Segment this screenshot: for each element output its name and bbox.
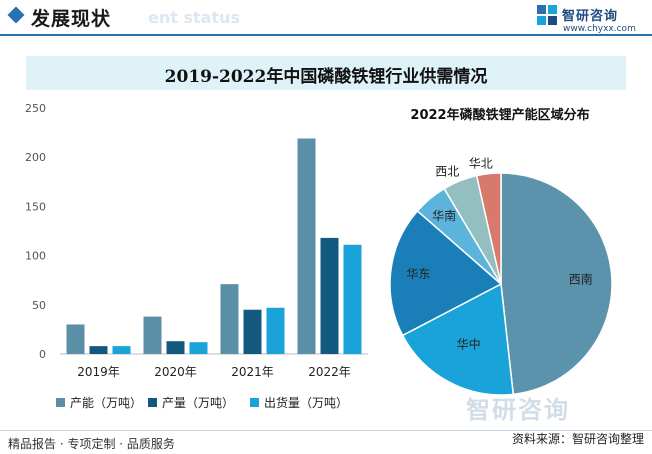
legend-label: 产量（万吨） <box>162 396 234 410</box>
page-footer: 精品报告 · 专项定制 · 品质服务 资料来源：智研咨询整理 <box>0 430 652 454</box>
bar-2-3 <box>243 309 262 354</box>
y-tick-label: 200 <box>25 151 46 164</box>
legend-swatch <box>148 398 157 407</box>
brand-name: 智研咨询 <box>562 9 619 24</box>
pie-slice-1 <box>500 172 613 396</box>
footer-slogan: 精品报告 · 专项定制 · 品质服务 <box>8 437 175 451</box>
legend-label: 出货量（万吨） <box>264 395 348 410</box>
x-tick-label: 2022年 <box>308 365 351 379</box>
bar-3-3 <box>266 307 285 354</box>
bar-2-1 <box>89 346 108 354</box>
bar-2-4 <box>320 237 339 354</box>
brand-logo: 智研咨询 www.chyxx.com <box>536 4 646 38</box>
bar-3-4 <box>343 244 362 354</box>
pie-slice-6 <box>475 172 502 285</box>
y-tick-label: 50 <box>32 299 46 312</box>
header-ghost-text: ent status <box>148 8 240 27</box>
legend-label: 产能（万吨） <box>70 396 142 410</box>
page-title: 发展现状 <box>31 8 112 30</box>
footer-source: 资料来源：智研咨询整理 <box>511 432 644 446</box>
bar-1-2 <box>143 316 162 354</box>
bar-chart: 0 50 100 150 200 250 2019年 2020年 2021年 2022年 产能（… <box>25 102 368 410</box>
pie-slice-label: 西北 <box>435 165 459 179</box>
bar-1-1 <box>66 324 85 354</box>
bar-3-1 <box>112 346 131 354</box>
pie-slice-label: 西南 <box>569 272 593 287</box>
pie-title: 2022年磷酸铁锂产能区域分布 <box>410 107 589 123</box>
pie-slice-label: 华北 <box>469 157 493 171</box>
legend-swatch <box>250 398 259 407</box>
pie-slice-label: 华中 <box>457 337 481 352</box>
brand-url: www.chyxx.com <box>563 24 636 34</box>
x-tick-label: 2019年 <box>77 365 120 379</box>
x-tick-label: 2021年 <box>231 365 274 379</box>
pie-slice-label: 华南 <box>432 208 456 223</box>
bottom-watermark: 智研咨询 <box>466 396 570 424</box>
page-header: 发展现状 ent status <box>0 0 652 36</box>
pie-slice-2 <box>401 282 515 396</box>
bar-2-2 <box>166 341 185 354</box>
diamond-icon <box>7 6 25 24</box>
bar-1-3 <box>220 284 239 354</box>
chart-banner: 2019-2022年中国磷酸铁锂行业供需情况 <box>26 56 626 90</box>
bar-3-2 <box>189 342 208 354</box>
pie-slice-label: 华东 <box>406 267 430 281</box>
brand-logo-icon <box>537 5 557 25</box>
pie-slice-3 <box>389 209 503 337</box>
banner-title: 2019-2022年中国磷酸铁锂行业供需情况 <box>164 67 488 87</box>
y-tick-label: 150 <box>25 200 46 213</box>
y-tick-label: 0 <box>39 348 46 361</box>
y-tick-label: 100 <box>25 250 46 263</box>
x-tick-label: 2020年 <box>154 365 197 379</box>
bar-1-4 <box>297 138 316 354</box>
footer-rule <box>0 430 652 431</box>
y-tick-label: 250 <box>25 102 46 115</box>
header-rule <box>0 34 652 36</box>
legend-swatch <box>56 398 65 407</box>
